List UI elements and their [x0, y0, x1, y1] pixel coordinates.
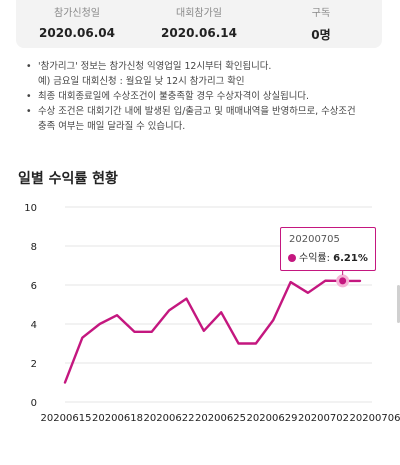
- contest-info-card: 참가신청일 2020.06.04 대회참가일 2020.06.14 구독 0명: [16, 0, 382, 48]
- chart-tooltip: 20200705 수익률: 6.21%: [280, 227, 376, 271]
- x-tick-label: 20200618: [92, 413, 143, 424]
- notice-item-continuation: 충족 여부는 매일 달라질 수 있습니다.: [38, 121, 186, 132]
- notice-item: 수상 조건은 대회기간 내에 발생된 입/출금고 및 매매내역을 반영하므로, …: [24, 104, 384, 119]
- application-date-item: 참가신청일 2020.06.04: [16, 0, 138, 40]
- y-tick-label: 6: [31, 281, 37, 292]
- tooltip-row: 수익률: 6.21%: [288, 249, 368, 264]
- x-tick-label: 20200615: [41, 413, 92, 424]
- section-title: 일별 수익률 현황: [18, 171, 118, 187]
- tooltip-value: 6.21%: [333, 253, 368, 264]
- highlighted-point[interactable]: [336, 274, 350, 288]
- participation-date-label: 대회참가일: [176, 8, 222, 19]
- x-tick-label: 20200702: [298, 413, 349, 424]
- y-tick-label: 0: [31, 398, 37, 409]
- notice-item: 최종 대회종료일에 수상조건이 불충족할 경우 수상자격이 상실됩니다.: [24, 89, 384, 104]
- participation-date-item: 대회참가일 2020.06.14: [138, 0, 260, 40]
- subscriber-count-label: 구독: [311, 8, 331, 19]
- notice-item-example: 예) 금요일 대회신청 : 월요일 낮 12시 참가리그 확인: [38, 76, 245, 87]
- application-date-value: 2020.06.04: [39, 26, 115, 40]
- tooltip-label: 수익률:: [299, 253, 330, 264]
- series-dot-icon: [288, 254, 296, 262]
- y-tick-label: 4: [31, 320, 37, 331]
- x-tick-label: 20200622: [144, 413, 195, 424]
- tooltip-date: 20200705: [289, 234, 340, 245]
- series-line: [63, 279, 362, 384]
- y-tick-label: 2: [31, 359, 37, 370]
- scrollbar-thumb[interactable]: [397, 285, 400, 323]
- y-tick-label: 8: [31, 242, 37, 253]
- y-tick-label: 10: [24, 203, 37, 214]
- notice-list: '참가리그' 정보는 참가신청 익영업일 12시부터 확인됩니다. 예) 금요일…: [24, 59, 384, 134]
- participation-date-value: 2020.06.14: [161, 26, 237, 40]
- subscriber-count-value: 0명: [311, 28, 331, 42]
- x-tick-label: 20200629: [247, 413, 298, 424]
- application-date-label: 참가신청일: [54, 8, 100, 19]
- x-tick-label: 20200625: [195, 413, 246, 424]
- subscriber-count-item: 구독 0명: [260, 0, 382, 43]
- x-tick-label: 20200706: [350, 413, 400, 424]
- notice-item: '참가리그' 정보는 참가신청 익영업일 12시부터 확인됩니다.: [24, 59, 384, 74]
